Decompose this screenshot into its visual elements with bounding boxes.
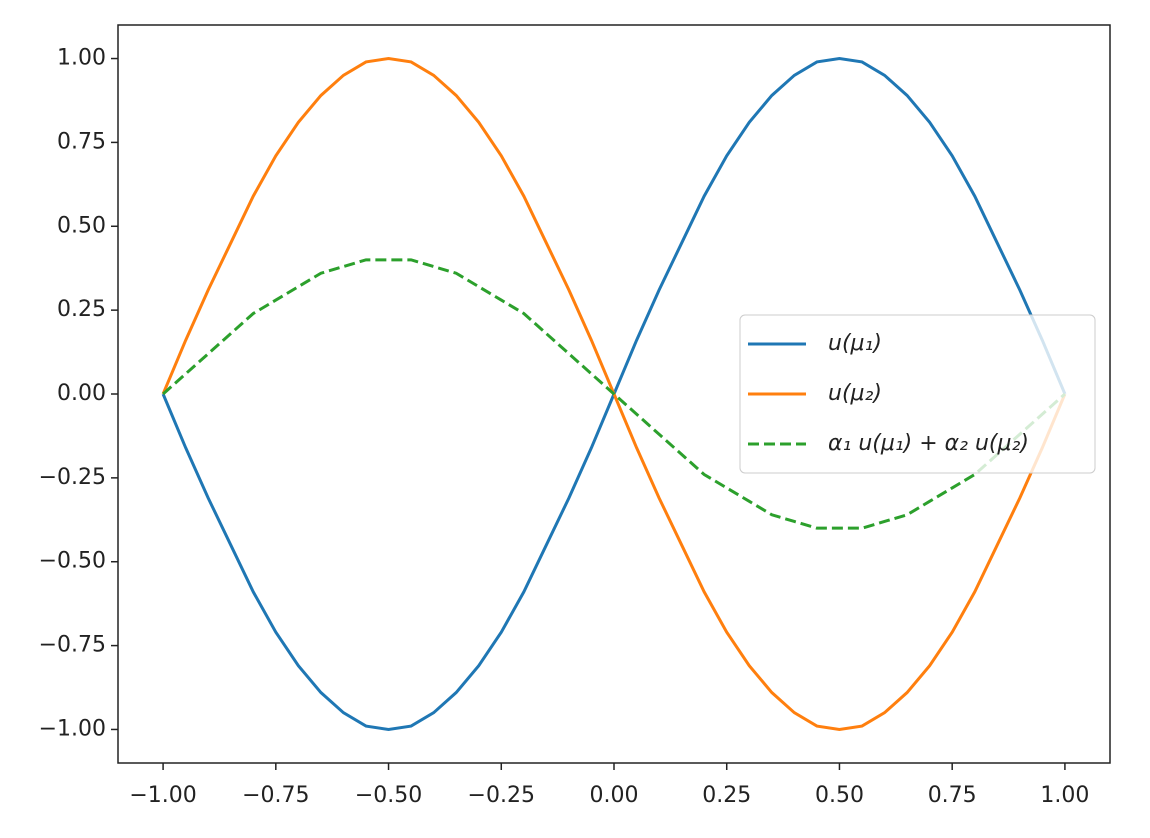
x-tick-label: 0.50 bbox=[815, 783, 864, 808]
x-tick-label: 0.75 bbox=[928, 783, 977, 808]
y-tick-label: 0.75 bbox=[57, 129, 106, 154]
y-tick-label: −0.75 bbox=[39, 633, 106, 658]
y-tick-label: 0.00 bbox=[57, 381, 106, 406]
x-tick-label: 0.00 bbox=[590, 783, 639, 808]
series-line bbox=[162, 258, 1066, 530]
y-tick-label: −0.50 bbox=[39, 549, 106, 574]
y-tick-label: 0.25 bbox=[57, 297, 106, 322]
legend-label: u(μ₂) bbox=[828, 381, 882, 406]
y-tick-label: 0.50 bbox=[57, 213, 106, 238]
y-tick-label: −1.00 bbox=[39, 716, 106, 741]
x-tick-label: 0.25 bbox=[702, 783, 751, 808]
legend-label: u(μ₁) bbox=[828, 331, 882, 356]
x-tick-label: 1.00 bbox=[1040, 783, 1089, 808]
x-tick-label: −0.50 bbox=[355, 783, 422, 808]
x-tick-label: −1.00 bbox=[129, 783, 196, 808]
y-tick-label: −0.25 bbox=[39, 465, 106, 490]
x-tick-label: −0.25 bbox=[468, 783, 535, 808]
legend: u(μ₁) u(μ₂) α₁ u(μ₁) + α₂ u(μ₂) bbox=[739, 314, 1096, 474]
y-tick-label: 1.00 bbox=[57, 46, 106, 71]
legend-box bbox=[739, 314, 1096, 474]
x-tick-label: −0.75 bbox=[242, 783, 309, 808]
legend-label: α₁ u(μ₁) + α₂ u(μ₂) bbox=[828, 431, 1029, 456]
